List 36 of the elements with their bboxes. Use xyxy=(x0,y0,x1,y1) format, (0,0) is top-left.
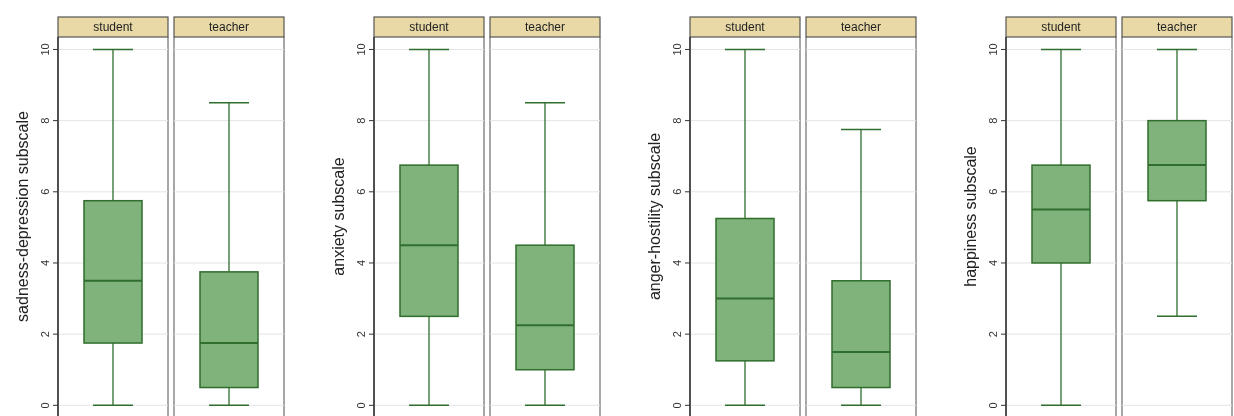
y-tick-label: 4 xyxy=(987,259,999,267)
x-tick-label: student xyxy=(725,20,766,34)
x-tick-label: student xyxy=(93,20,134,34)
y-tick-label: 0 xyxy=(987,402,999,409)
y-tick-label: 8 xyxy=(987,117,999,124)
y-tick-label: 6 xyxy=(987,188,999,195)
y-tick-label: 2 xyxy=(671,331,683,338)
y-tick-label: 4 xyxy=(39,259,51,267)
y-tick-label: 0 xyxy=(355,402,367,409)
y-tick-label: 10 xyxy=(355,43,367,56)
x-tick-label: teacher xyxy=(1156,20,1198,34)
y-tick-label: 2 xyxy=(39,331,51,338)
y-tick-label: 6 xyxy=(355,188,367,195)
y-tick-label: 2 xyxy=(355,331,367,338)
x-tick-label: teacher xyxy=(840,20,882,34)
y-axis-title: sadness-depression subscale xyxy=(14,111,31,322)
y-tick-label: 4 xyxy=(355,259,367,267)
y-tick-label: 8 xyxy=(671,117,683,124)
y-tick-label: 8 xyxy=(39,117,51,124)
y-tick-label: 10 xyxy=(671,43,683,56)
y-axis-title: happiness subscale xyxy=(962,146,979,287)
y-tick-label: 4 xyxy=(671,259,683,267)
y-tick-label: 2 xyxy=(987,331,999,338)
y-tick-label: 10 xyxy=(987,43,999,56)
y-axis-title: anger-hostility subscale xyxy=(646,132,663,301)
y-tick-label: 0 xyxy=(39,402,51,409)
x-tick-label: student xyxy=(1041,20,1082,34)
x-tick-label: student xyxy=(409,20,450,34)
y-tick-label: 6 xyxy=(39,188,51,195)
y-tick-label: 10 xyxy=(39,43,51,56)
x-tick-label: teacher xyxy=(208,20,250,34)
x-tick-label: teacher xyxy=(524,20,566,34)
y-tick-label: 6 xyxy=(671,188,683,195)
y-axis-title: anxiety subscale xyxy=(330,157,347,276)
y-tick-label: 8 xyxy=(355,117,367,124)
y-tick-label: 0 xyxy=(671,402,683,409)
